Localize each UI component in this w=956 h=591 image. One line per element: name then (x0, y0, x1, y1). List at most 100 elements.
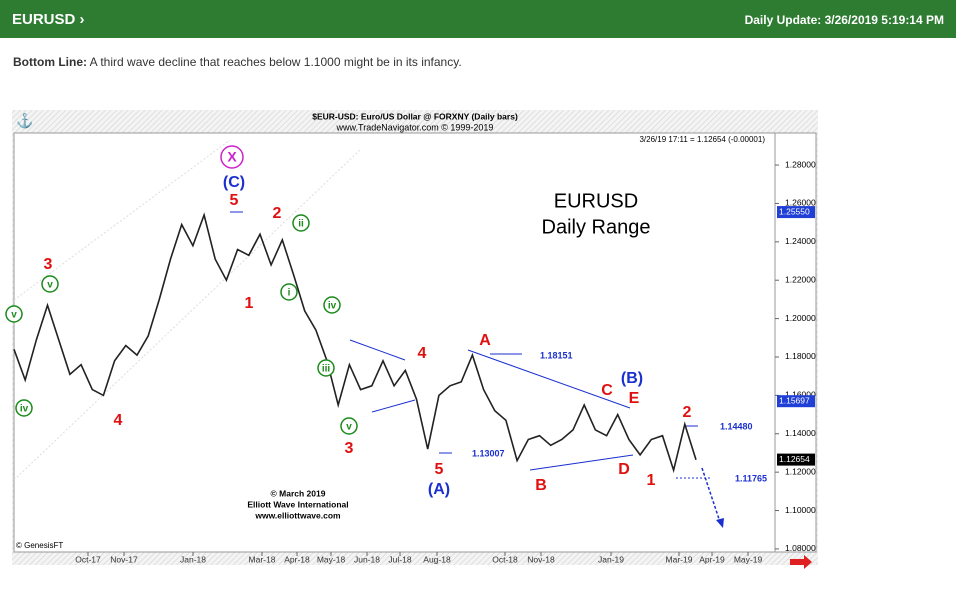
wave-circle (41, 275, 59, 293)
y-axis-panel (774, 132, 817, 553)
x-tick-label: Mar-18 (249, 554, 276, 564)
x-tick-label: Jan-19 (598, 554, 624, 564)
wave-label: 3 (44, 256, 53, 273)
price-label-box (777, 395, 815, 408)
plot-area (13, 132, 776, 553)
scroll-arrow[interactable] (790, 555, 812, 569)
wave-label: 5 (435, 461, 444, 478)
wave-circle (5, 305, 23, 323)
wave-label: 5 (230, 192, 239, 209)
wave-label: D (618, 461, 630, 478)
y-tick-label: 1.22000 (785, 274, 816, 284)
x-tick-label: Jul-18 (388, 554, 411, 564)
price-annotation: 1.11765 (735, 473, 767, 483)
wave-label: iv (20, 404, 29, 415)
price-annotation: 1.13007 (472, 448, 505, 458)
y-tick-label: 1.28000 (785, 159, 816, 169)
header: EURUSD › Daily Update: 3/26/2019 5:19:14… (0, 0, 956, 38)
y-tick-label: 1.16000 (785, 390, 816, 400)
x-tick-label: Apr-18 (284, 554, 310, 564)
wave-label: B (535, 477, 547, 494)
y-tick-label: 1.12000 (785, 466, 816, 476)
chart-heading: EURUSD (554, 190, 638, 212)
wave-label: ii (298, 219, 304, 230)
title: EURUSD (12, 11, 76, 28)
x-tick-label: Aug-18 (423, 554, 451, 564)
wave-label: 2 (683, 404, 692, 421)
wave-label: v (11, 310, 17, 321)
wave-label: X (227, 149, 237, 165)
arrow-head (716, 518, 724, 528)
trend-line (371, 399, 416, 413)
chart-subtitle: www.TradeNavigator.com © 1999-2019 (336, 122, 494, 132)
y-tick-label: 1.24000 (785, 236, 816, 246)
wave-label: 4 (114, 412, 123, 429)
y-tick-label: 1.14000 (785, 428, 816, 438)
x-tick-label: Mar-19 (666, 554, 693, 564)
y-tick-label: 1.10000 (785, 505, 816, 515)
trend-line (529, 454, 634, 471)
price-annotation: 1.14480 (720, 421, 753, 431)
wave-label: (A) (428, 481, 450, 498)
wave-circle (280, 283, 298, 301)
wave-label: 2 (273, 205, 282, 222)
bottom-line-label: Bottom Line: (13, 55, 87, 69)
x-tick-label: Nov-18 (527, 554, 555, 564)
wave-label: E (629, 390, 640, 407)
price-label-box (777, 206, 815, 219)
credit: Elliott Wave International (247, 499, 348, 509)
wave-circle (340, 417, 358, 435)
wave-label: iii (322, 364, 331, 375)
wave-circle (323, 296, 341, 314)
last-quote: 3/26/19 17:11 = 1.12654 (-0.00001) (639, 135, 765, 144)
bottom-line: Bottom Line: A third wave decline that r… (13, 55, 462, 69)
channel-line (13, 139, 231, 301)
wave-label: (B) (621, 370, 643, 387)
wave-label: v (47, 280, 53, 291)
chart-title: $EUR-USD: Euro/US Dollar @ FORXNY (Daily… (312, 111, 518, 121)
x-tick-label: Oct-18 (492, 554, 518, 564)
wave-circle (220, 145, 244, 169)
x-tick-label: May-19 (734, 554, 763, 564)
logo: ⚓ (16, 113, 33, 130)
price-label-box (777, 453, 815, 466)
source: © GenesisFT (16, 541, 63, 550)
y-tick-label: 1.26000 (785, 198, 816, 208)
wave-label: i (288, 288, 291, 299)
x-tick-label: Apr-19 (699, 554, 725, 564)
x-tick-label: Jun-18 (354, 554, 380, 564)
projection-arrow (701, 467, 721, 523)
x-tick-label: Nov-17 (110, 554, 138, 564)
y-tick-label: 1.20000 (785, 313, 816, 323)
wave-label: 4 (418, 345, 427, 362)
symbol-title[interactable]: EURUSD › (12, 11, 85, 28)
wave-label: v (346, 422, 352, 433)
price-label: 1.15697 (779, 395, 810, 405)
wave-circle (15, 399, 33, 417)
wave-label: 1 (647, 472, 656, 489)
price-annotation: 1.18151 (540, 350, 573, 360)
wave-label: 1 (245, 295, 254, 312)
wave-label: iv (328, 301, 337, 312)
wave-label: (C) (223, 174, 245, 191)
credit: © March 2019 (271, 488, 326, 498)
chart-heading: Daily Range (542, 216, 651, 238)
bottom-line-text: A third wave decline that reaches below … (89, 55, 462, 69)
wave-label: A (479, 332, 491, 349)
wave-circle (317, 359, 335, 377)
trend-line (467, 349, 631, 409)
wave-circle (292, 214, 310, 232)
price-line (13, 212, 697, 474)
x-tick-label: Oct-17 (75, 554, 101, 564)
x-tick-label: Jan-18 (180, 554, 206, 564)
price-label: 1.25550 (779, 206, 810, 216)
x-tick-label: May-18 (317, 554, 346, 564)
update-time: Daily Update: 3/26/2019 5:19:14 PM (744, 13, 944, 27)
wave-label: 3 (345, 440, 354, 457)
y-tick-label: 1.08000 (785, 543, 816, 553)
trend-line (349, 339, 406, 361)
price-label: 1.12654 (779, 454, 810, 464)
y-tick-label: 1.18000 (785, 351, 816, 361)
